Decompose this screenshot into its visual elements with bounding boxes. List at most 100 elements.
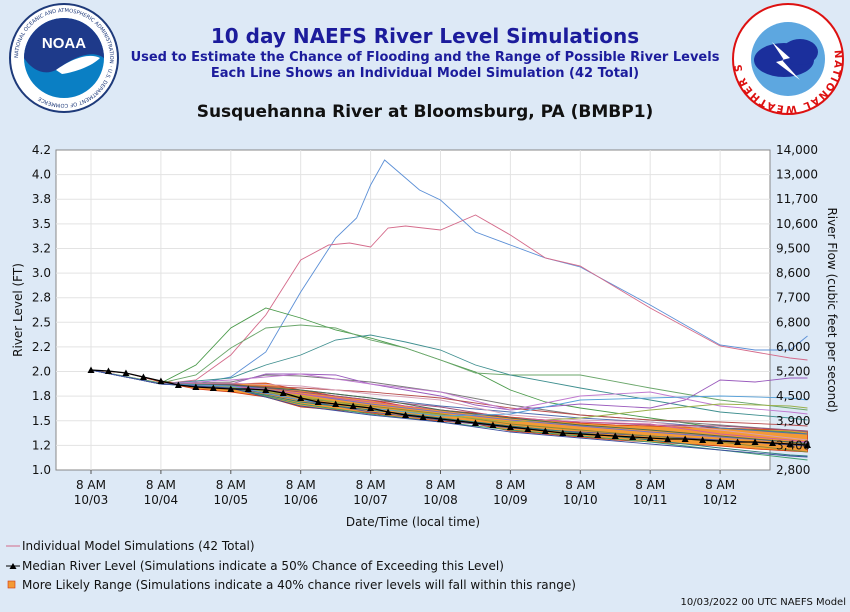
y2-tick-label: 8,600 — [776, 266, 810, 280]
median-point — [646, 434, 654, 441]
median-point — [611, 432, 619, 439]
x-tick-time: 8 AM — [356, 478, 386, 492]
y2-tick-label: 9,500 — [776, 241, 810, 255]
y2-tick-label: 2,800 — [776, 463, 810, 477]
axes: 1.0 2,800 1.2 3,400 1.5 3,900 1.8 4,500 2.0 5,200… — [32, 143, 818, 507]
simulation-line — [90, 334, 808, 421]
x-tick-date: 10/09 — [493, 493, 528, 507]
median-point — [629, 433, 637, 440]
median-line-path — [90, 369, 808, 446]
median-point — [454, 417, 462, 424]
y-tick-label: 1.2 — [32, 438, 51, 452]
simulation-line — [90, 369, 808, 432]
y-tick-label: 2.0 — [32, 365, 51, 379]
median-point — [227, 385, 235, 392]
x-tick-time: 8 AM — [286, 478, 316, 492]
median-point — [664, 435, 672, 442]
simulation-line — [90, 159, 808, 385]
median-point — [314, 398, 322, 405]
x-tick-date: 10/12 — [703, 493, 738, 507]
legend-individual: Individual Model Simulations (42 Total) — [22, 539, 255, 553]
simulation-line — [90, 369, 808, 417]
model-run-footer: 10/03/2022 00 UTC NAEFS Model — [680, 597, 847, 608]
simulation-line — [90, 324, 808, 411]
median-point — [87, 366, 95, 373]
x-tick-date: 10/06 — [283, 493, 318, 507]
median-point — [349, 402, 357, 409]
y-tick-label: 2.8 — [32, 291, 51, 305]
y-tick-label: 1.0 — [32, 463, 51, 477]
x-tick-date: 10/04 — [144, 493, 179, 507]
y2-tick-label: 6,800 — [776, 315, 810, 329]
y2-tick-label: 3,400 — [776, 438, 810, 452]
y2-tick-label: 6,000 — [776, 340, 810, 354]
legend-median: Median River Level (Simulations indicate… — [22, 559, 504, 573]
median-point — [506, 423, 514, 430]
y-tick-label: 1.5 — [32, 414, 51, 428]
x-tick-time: 8 AM — [146, 478, 176, 492]
median-point — [332, 400, 340, 407]
x-tick-date: 10/03 — [74, 493, 109, 507]
median-point — [367, 404, 375, 411]
legend-range-marker — [7, 580, 16, 589]
x-tick-date: 10/07 — [353, 493, 388, 507]
x-tick-time: 8 AM — [216, 478, 246, 492]
y-tick-label: 3.0 — [32, 266, 51, 280]
plot-area — [55, 149, 771, 471]
y2-tick-label: 13,000 — [776, 168, 818, 182]
simulation-line — [90, 369, 808, 415]
median-point — [104, 367, 112, 374]
simulation-line — [90, 369, 808, 441]
chart-subtitle-1: Used to Estimate the Chance of Flooding … — [130, 50, 720, 65]
x-tick-time: 8 AM — [705, 478, 735, 492]
y2-tick-label: 11,700 — [776, 192, 818, 206]
median-point — [769, 439, 777, 446]
y2-tick-label: 5,200 — [776, 365, 810, 379]
y2-axis-title: River Flow (cubic feet per second) — [825, 207, 839, 412]
y-tick-label: 3.5 — [32, 217, 51, 231]
y-tick-label: 4.2 — [32, 143, 51, 157]
y-tick-label: 1.8 — [32, 389, 51, 403]
y-tick-label: 2.5 — [32, 315, 51, 329]
median-point — [734, 438, 742, 445]
simulation-lines — [90, 159, 808, 461]
median-point — [384, 408, 392, 415]
x-tick-time: 8 AM — [76, 478, 106, 492]
x-tick-date: 10/05 — [214, 493, 249, 507]
y2-tick-label: 3,900 — [776, 414, 810, 428]
station-name: Susquehanna River at Bloomsburg, PA (BMB… — [196, 102, 654, 122]
median-point — [297, 394, 305, 401]
median-point — [699, 436, 707, 443]
y-tick-label: 4.0 — [32, 168, 51, 182]
chart-subtitle-2: Each Line Shows an Individual Model Simu… — [210, 66, 640, 81]
median-point — [559, 429, 567, 436]
median-point — [192, 383, 200, 390]
median-point — [716, 437, 724, 444]
median-point — [279, 389, 287, 396]
median-point — [751, 438, 759, 445]
y-tick-label: 3.8 — [32, 192, 51, 206]
median-point — [157, 377, 165, 384]
y2-tick-label: 4,500 — [776, 389, 810, 403]
y2-tick-label: 10,600 — [776, 217, 818, 231]
median-point — [471, 419, 479, 426]
median-point — [262, 386, 270, 393]
x-tick-time: 8 AM — [565, 478, 595, 492]
y-tick-label: 2.2 — [32, 340, 51, 354]
y-tick-label: 3.2 — [32, 241, 51, 255]
simulation-line — [90, 369, 808, 423]
x-axis-title: Date/Time (local time) — [346, 515, 480, 529]
simulation-line — [90, 214, 808, 385]
x-tick-time: 8 AM — [425, 478, 455, 492]
median-point — [122, 369, 130, 376]
y2-tick-label: 14,000 — [776, 143, 818, 157]
y2-tick-label: 7,700 — [776, 291, 810, 305]
median-point — [681, 435, 689, 442]
noaa-logo: NOAA NATIONAL OCEANIC AND ATMOSPHERIC AD… — [9, 3, 119, 113]
median-point — [489, 421, 497, 428]
median-point — [576, 430, 584, 437]
median-point — [437, 415, 444, 422]
y-axis-title: River Level (FT) — [11, 263, 25, 357]
noaa-logo-text: NOAA — [42, 35, 86, 52]
